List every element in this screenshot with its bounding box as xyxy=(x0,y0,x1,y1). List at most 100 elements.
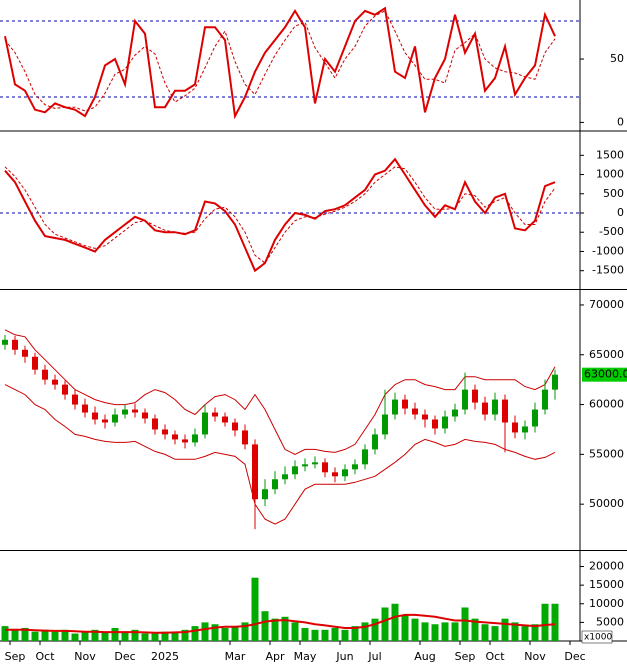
candle-body xyxy=(552,374,558,390)
series-line xyxy=(4,329,556,455)
candle-body xyxy=(102,419,108,423)
y-tick-label: 15000 xyxy=(589,578,624,591)
volume-bar xyxy=(491,626,499,641)
volume-bar xyxy=(111,627,119,641)
candle-body xyxy=(2,339,8,345)
volume-bar xyxy=(331,627,339,641)
volume-bar xyxy=(181,629,189,641)
candle-body xyxy=(472,389,478,403)
y-tick-label: 65000 xyxy=(589,348,624,361)
volume-bar xyxy=(1,626,9,641)
volume-bar xyxy=(121,631,129,641)
candle-body xyxy=(332,472,338,477)
volume-bar xyxy=(231,626,239,641)
x-tick-label: Dec xyxy=(114,650,135,663)
volume-bar xyxy=(171,631,179,641)
volume-bar xyxy=(321,629,329,641)
candle-body xyxy=(222,416,228,423)
volume-bar xyxy=(521,626,529,641)
volume-bar xyxy=(71,633,79,641)
candle-body xyxy=(382,414,388,435)
candle-body xyxy=(192,434,198,443)
series-line xyxy=(4,384,556,525)
volume-bar xyxy=(21,627,29,641)
volume-bar xyxy=(161,631,169,641)
candle-body xyxy=(162,429,168,435)
y-tick-label: 500 xyxy=(603,187,624,200)
volume-bar xyxy=(11,629,19,641)
candle-body xyxy=(22,349,28,357)
x-tick-label: Sep xyxy=(5,650,26,663)
last-price-label: 63000.00 xyxy=(584,368,627,381)
volume-bar xyxy=(151,633,159,641)
candle-body xyxy=(492,399,498,415)
unit-label: x1000 xyxy=(584,633,613,643)
candle-body xyxy=(392,399,398,415)
volume-bar xyxy=(361,622,369,641)
volume-bar xyxy=(241,622,249,641)
candle-body xyxy=(542,389,548,410)
candle-body xyxy=(282,474,288,480)
candle-body xyxy=(452,409,458,417)
volume-bar xyxy=(461,607,469,641)
volume-bar xyxy=(471,618,479,641)
y-tick-label: 0 xyxy=(617,206,624,219)
candle-body xyxy=(232,422,238,431)
x-tick-label: Sep xyxy=(455,650,476,663)
volume-bar xyxy=(31,631,39,641)
volume-bar xyxy=(511,622,519,641)
candle-body xyxy=(402,399,408,409)
volume-bar xyxy=(371,618,379,641)
y-tick-label: -1000 xyxy=(592,244,624,257)
volume-bar xyxy=(191,626,199,641)
candle-body xyxy=(372,434,378,450)
volume-bar xyxy=(351,626,359,641)
candle-body xyxy=(362,449,368,465)
y-tick-label: 55000 xyxy=(589,447,624,460)
candle-body xyxy=(52,379,58,385)
y-tick-label: 50 xyxy=(610,52,624,65)
candle-body xyxy=(442,416,448,429)
volume-bar xyxy=(291,622,299,641)
candle-body xyxy=(212,412,218,417)
y-tick-label: 20000 xyxy=(589,560,624,573)
candle-body xyxy=(512,422,518,433)
y-tick-label: 50000 xyxy=(589,497,624,510)
series-line xyxy=(4,157,556,273)
y-tick-label: 10000 xyxy=(589,597,624,610)
candle-body xyxy=(462,389,468,410)
volume-bar xyxy=(421,622,429,641)
volume-bar xyxy=(541,603,549,641)
candle-body xyxy=(352,464,358,470)
volume-bar xyxy=(61,629,69,641)
x-tick-label: Aug xyxy=(414,650,435,663)
volume-bar xyxy=(81,631,89,641)
series-line xyxy=(4,10,556,112)
volume-bar xyxy=(51,631,59,641)
candle-body xyxy=(502,399,508,423)
series-line xyxy=(4,166,556,264)
volume-bar xyxy=(261,611,269,641)
candle-body xyxy=(242,430,248,445)
candle-body xyxy=(42,369,48,380)
volume-bar xyxy=(431,624,439,641)
candle-body xyxy=(342,469,348,477)
candle-body xyxy=(112,414,118,423)
candle-body xyxy=(272,479,278,490)
candle-body xyxy=(72,394,78,405)
volume-bar xyxy=(401,614,409,641)
volume-bar xyxy=(91,629,99,641)
candle-body xyxy=(172,434,178,440)
volume-bar xyxy=(201,622,209,641)
series-line xyxy=(5,613,556,634)
candle-body xyxy=(422,414,428,420)
candle-body xyxy=(182,439,188,443)
x-tick-label: May xyxy=(294,650,317,663)
volume-bar xyxy=(301,627,309,641)
candle-body xyxy=(312,462,318,465)
x-tick-label: Nov xyxy=(74,650,96,663)
volume-bar xyxy=(131,629,139,641)
volume-bar xyxy=(441,622,449,641)
